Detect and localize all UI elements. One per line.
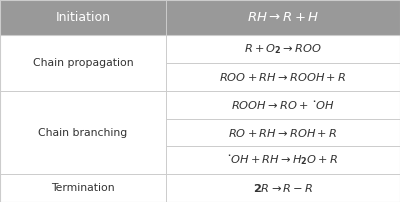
Text: $^{\boldsymbol{\cdot}}\mathbf{\mathit{OH}} + \mathbf{\mathit{RH}} \rightarrow \m: $^{\boldsymbol{\cdot}}\mathbf{\mathit{OH…	[227, 154, 339, 167]
Text: $\mathbf{\mathit{R}} + \mathbf{\mathit{O}}_\mathbf{2} \rightarrow \mathbf{\mathi: $\mathbf{\mathit{R}} + \mathbf{\mathit{O…	[244, 42, 322, 56]
Text: $\mathbf{\mathit{RO}} + \mathbf{\mathit{RH}} \rightarrow \mathbf{\mathit{ROH}} +: $\mathbf{\mathit{RO}} + \mathbf{\mathit{…	[228, 127, 338, 139]
Bar	[0, 174, 400, 202]
Text: $\mathbf{\mathit{RH}} \rightarrow \mathbf{\mathit{R}} + \mathbf{\mathit{H}}$: $\mathbf{\mathit{RH}} \rightarrow \mathb…	[247, 11, 319, 24]
Text: Chain propagation: Chain propagation	[33, 58, 133, 68]
Bar	[0, 63, 400, 91]
Text: $\mathbf{2\mathit{R}} \rightarrow \mathbf{\mathit{R}} - \mathbf{\mathit{R}}$: $\mathbf{2\mathit{R}} \rightarrow \mathb…	[253, 182, 313, 194]
Text: Initiation: Initiation	[56, 11, 110, 24]
Text: Termination: Termination	[51, 183, 115, 193]
Bar	[0, 119, 400, 146]
Bar	[0, 91, 400, 119]
Text: $\mathbf{\mathit{ROOH}} \rightarrow \mathbf{\mathit{RO}} + \,^{\boldsymbol{\cdot: $\mathbf{\mathit{ROOH}} \rightarrow \mat…	[231, 99, 335, 111]
Text: Chain branching: Chain branching	[38, 127, 128, 138]
Bar	[0, 35, 400, 63]
Text: $\mathbf{\mathit{ROO}} + \mathbf{\mathit{RH}} \rightarrow \mathbf{\mathit{ROOH}}: $\mathbf{\mathit{ROO}} + \mathbf{\mathit…	[219, 71, 347, 83]
Bar	[0, 146, 400, 174]
Bar	[0, 0, 400, 35]
